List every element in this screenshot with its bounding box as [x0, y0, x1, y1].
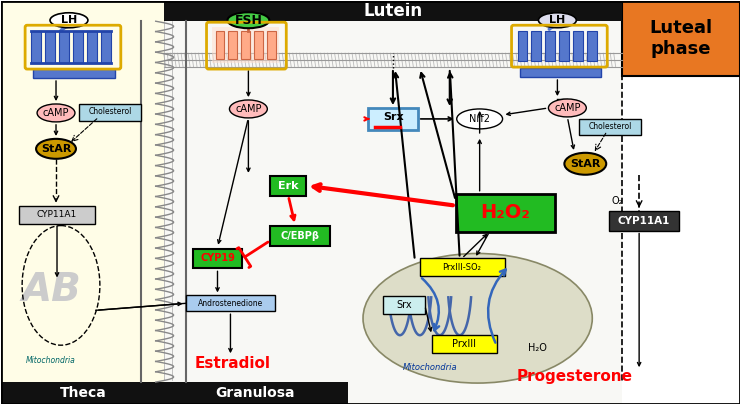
Bar [622, 23, 740, 404]
Text: FSH: FSH [234, 14, 262, 27]
Text: Srx: Srx [383, 112, 404, 122]
Bar [579, 119, 641, 135]
Text: AB: AB [21, 271, 81, 309]
Bar [216, 31, 225, 59]
Text: Cholesterol: Cholesterol [588, 122, 632, 131]
Bar [1, 382, 164, 404]
Text: LH: LH [61, 15, 77, 25]
Bar [164, 1, 622, 404]
Bar [254, 31, 263, 59]
Bar [588, 31, 597, 61]
Ellipse shape [36, 139, 76, 159]
Ellipse shape [548, 99, 586, 117]
Bar [519, 68, 601, 77]
Bar [242, 31, 250, 59]
Text: StAR: StAR [41, 144, 71, 154]
Text: C/EBPβ: C/EBPβ [281, 231, 319, 240]
Text: CYP19: CYP19 [200, 253, 235, 263]
Bar [101, 31, 111, 63]
Bar [420, 259, 505, 276]
Ellipse shape [565, 153, 606, 175]
Bar [79, 104, 141, 121]
Text: O₂: O₂ [611, 196, 623, 206]
Bar [456, 194, 556, 231]
Text: Srx: Srx [396, 300, 412, 310]
Bar [73, 31, 83, 63]
Bar [559, 31, 569, 61]
Text: LH: LH [549, 15, 565, 25]
Bar [270, 176, 306, 196]
Text: Lutein: Lutein [363, 2, 422, 20]
Bar [164, 1, 622, 21]
Bar [268, 31, 276, 59]
Bar [228, 31, 237, 59]
Text: Cholesterol: Cholesterol [88, 107, 132, 116]
Bar [87, 31, 97, 63]
Ellipse shape [539, 13, 576, 28]
Text: H₂O: H₂O [528, 343, 547, 353]
Text: CYP11A1: CYP11A1 [37, 210, 77, 219]
Bar [531, 31, 542, 61]
Ellipse shape [363, 253, 592, 383]
Ellipse shape [456, 109, 502, 129]
Bar [185, 295, 276, 311]
Bar [164, 382, 348, 404]
Bar [19, 206, 95, 223]
Ellipse shape [50, 13, 88, 28]
Text: H₂O₂: H₂O₂ [481, 203, 531, 222]
Text: StAR: StAR [570, 159, 600, 169]
Bar [33, 69, 115, 78]
Bar [368, 108, 418, 130]
Bar [622, 1, 740, 76]
Text: Luteal
phase: Luteal phase [649, 19, 713, 58]
Bar [432, 335, 496, 353]
Text: Granulosa: Granulosa [216, 386, 295, 400]
Bar [211, 27, 279, 63]
Bar [383, 297, 425, 314]
Text: cAMP: cAMP [554, 103, 581, 113]
Text: Theca: Theca [59, 386, 106, 400]
Text: PrxIII-SO₂: PrxIII-SO₂ [442, 263, 481, 272]
Text: Estradiol: Estradiol [194, 356, 270, 370]
Ellipse shape [230, 100, 268, 118]
Text: Mitochondria: Mitochondria [26, 356, 76, 365]
Text: Progesterone: Progesterone [516, 368, 632, 383]
Bar [1, 1, 164, 404]
Text: cAMP: cAMP [235, 104, 262, 114]
Ellipse shape [227, 12, 269, 28]
Ellipse shape [37, 104, 75, 122]
Text: CYP11A1: CYP11A1 [618, 216, 671, 225]
Bar [545, 31, 556, 61]
Bar [193, 248, 242, 268]
Text: Nrf2: Nrf2 [469, 114, 490, 124]
Text: Androstenedione: Androstenedione [198, 299, 263, 308]
Text: Erk: Erk [278, 181, 299, 191]
Text: Mitochondria: Mitochondria [402, 363, 457, 372]
Bar [574, 31, 583, 61]
Text: cAMP: cAMP [43, 108, 69, 118]
Bar [517, 31, 528, 61]
Bar [609, 210, 679, 231]
Text: PrxIII: PrxIII [452, 339, 476, 349]
Bar [59, 31, 69, 63]
Bar [270, 225, 330, 246]
Bar [31, 31, 41, 63]
Bar [45, 31, 55, 63]
